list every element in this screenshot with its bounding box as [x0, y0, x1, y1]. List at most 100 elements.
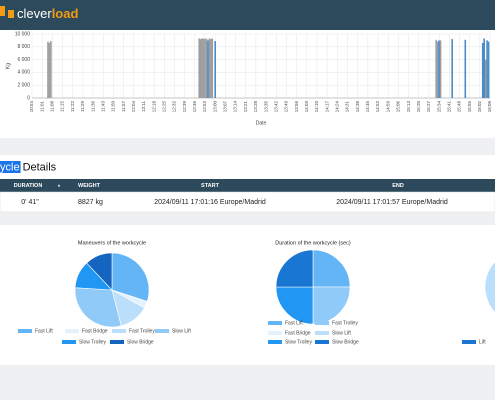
x-tick-label: 14:03: [304, 101, 309, 113]
legend-label: Fast Bridge: [82, 328, 108, 334]
bar: [210, 39, 212, 98]
x-tick-label: 16:09: [487, 101, 492, 113]
x-tick-label: 14:24: [335, 101, 340, 113]
table-row: [0, 191, 495, 213]
x-tick-label: 15:06: [396, 101, 401, 113]
x-tick-label: 15:20: [416, 101, 421, 113]
x-tick-label: 10:54: [29, 101, 34, 113]
bar: [207, 40, 209, 98]
cell: 0' 41": [21, 199, 39, 206]
bar: [198, 38, 201, 98]
legend-label: Slow Lift: [332, 330, 352, 336]
column-header: START: [201, 183, 220, 189]
logo-icon: [8, 10, 14, 18]
legend-swatch: [155, 329, 169, 333]
legend-swatch: [462, 340, 476, 344]
x-tick-label: 14:59: [385, 101, 390, 113]
x-tick-label: 14:45: [365, 101, 370, 113]
y-tick-label: 4 000: [17, 70, 30, 76]
bar: [199, 39, 202, 98]
legend-swatch: [62, 340, 76, 344]
x-tick-label: 15:48: [457, 101, 462, 113]
pie-title: Maneuvers of the workcycle: [78, 240, 146, 246]
legend-label: Fast Lift: [35, 328, 53, 334]
pie-slice: [74, 287, 122, 328]
column-header: WEIGHT: [78, 183, 101, 189]
x-tick-label: 11:43: [100, 101, 105, 112]
x-tick-label: 15:55: [467, 101, 472, 113]
x-tick-label: 14:31: [345, 101, 350, 113]
x-tick-label: 12:18: [151, 101, 156, 113]
x-tick-label: 12:11: [141, 101, 146, 112]
bar: [205, 38, 208, 98]
x-tick-label: 12:39: [182, 101, 187, 113]
x-tick-label: 13:28: [253, 101, 258, 113]
x-tick-label: 15:13: [406, 101, 411, 113]
x-tick-label: 12:53: [202, 101, 207, 113]
chart-panel: [0, 30, 495, 138]
x-tick-label: 13:49: [284, 101, 289, 113]
x-tick-label: 12:32: [172, 101, 177, 113]
bar: [436, 41, 439, 98]
bar: [208, 38, 211, 98]
x-tick-label: 14:38: [355, 101, 360, 113]
section-title: ycle: [0, 161, 20, 173]
y-tick-label: 0: [27, 95, 30, 101]
bar: [435, 39, 438, 98]
logo-icon: [0, 6, 5, 16]
cell: 2024/09/11 17:01:16 Europe/Madrid: [154, 199, 266, 206]
legend-swatch: [268, 340, 282, 344]
legend-swatch: [268, 331, 282, 335]
legend-swatch: [315, 321, 329, 325]
bar: [484, 59, 487, 98]
x-tick-label: 13:00: [212, 101, 217, 113]
bar: [451, 39, 453, 98]
x-tick-label: 13:56: [294, 101, 299, 113]
pie-slice: [86, 252, 113, 291]
bar: [211, 38, 214, 98]
bar: [201, 38, 203, 98]
x-tick-label: 11:36: [90, 101, 95, 112]
legend-label: Fast Bridge: [285, 330, 311, 336]
legend-label: Lift: [479, 339, 486, 345]
x-tick-label: 13:21: [243, 101, 248, 113]
x-tick-label: 15:27: [426, 101, 431, 113]
x-tick-label: 12:46: [192, 101, 197, 113]
logo: cleverload: [17, 6, 78, 21]
x-tick-label: 14:17: [324, 101, 329, 113]
pie-title: Duration of the workcycle (sec): [275, 240, 351, 246]
x-axis-label: Date: [256, 120, 267, 126]
header: [0, 0, 495, 30]
bar: [47, 41, 49, 98]
legend-label: Fast Lift: [285, 320, 303, 326]
pie-slice: [275, 249, 314, 288]
x-tick-label: 11:01: [39, 101, 44, 112]
bar: [202, 38, 205, 98]
legend-swatch: [18, 329, 32, 333]
x-tick-label: 13:14: [233, 101, 238, 113]
bar: [487, 41, 490, 98]
x-tick-label: 11:22: [70, 101, 75, 112]
y-tick-label: 8 000: [17, 44, 30, 50]
bar: [48, 42, 51, 98]
cell: 2024/09/11 17:01:57 Europe/Madrid: [336, 199, 448, 206]
x-tick-label: 11:50: [111, 101, 116, 112]
legend-swatch: [315, 340, 329, 344]
bar: [481, 42, 484, 98]
y-axis-label: Kg: [5, 63, 11, 69]
table-header: [0, 179, 495, 192]
legend-swatch: [65, 329, 79, 333]
legend-label: Slow Lift: [172, 328, 192, 334]
y-tick-label: 10 000: [15, 31, 31, 37]
bar: [214, 41, 216, 98]
x-tick-label: 11:08: [50, 101, 55, 112]
bar: [486, 40, 488, 98]
bar: [483, 38, 485, 98]
x-tick-label: 15:41: [446, 101, 451, 113]
x-tick-label: 11:29: [80, 101, 85, 112]
x-tick-label: 15:34: [436, 101, 441, 113]
legend-label: Fast Trolley: [332, 320, 358, 326]
legend-label: Slow Trolley: [285, 339, 312, 345]
column-header: DURATION: [14, 183, 43, 189]
pie-slice: [484, 261, 495, 313]
